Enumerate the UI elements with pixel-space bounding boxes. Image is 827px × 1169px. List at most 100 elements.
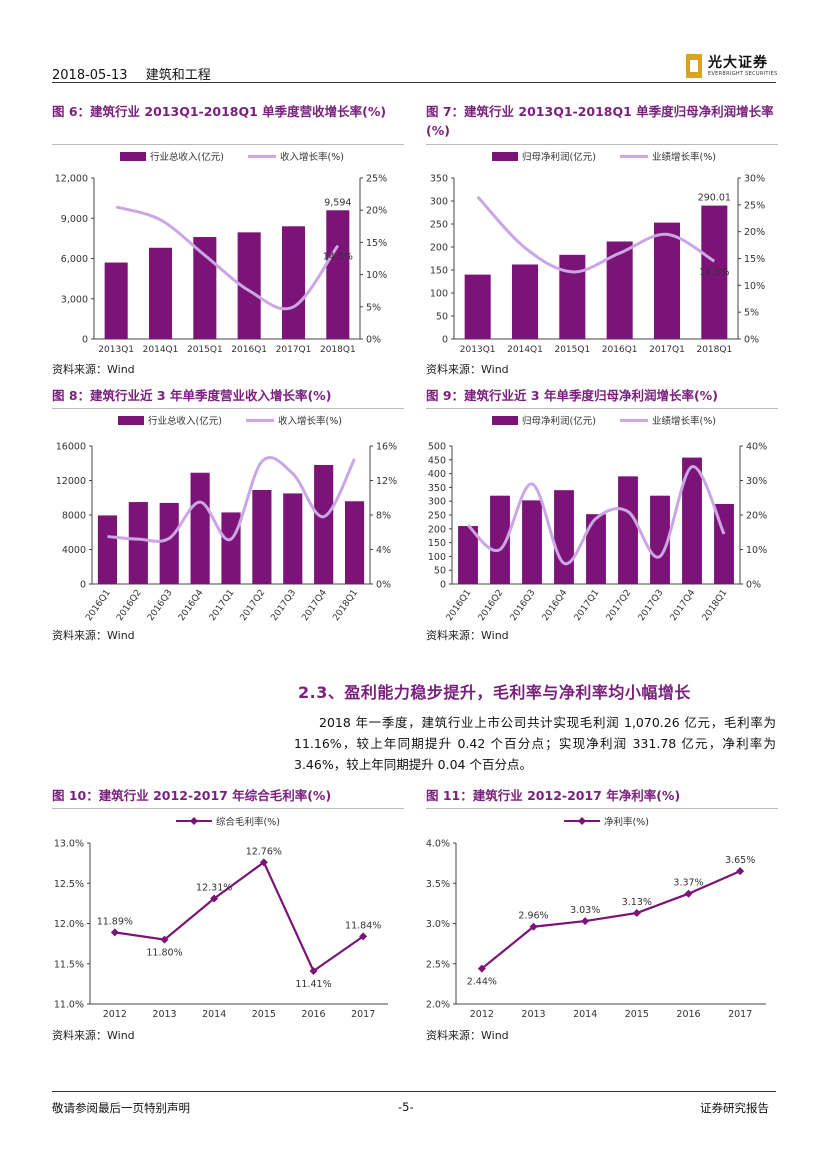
fig9-ytick-label: 300 — [428, 497, 446, 508]
fig6-y2tick-label: 15% — [366, 238, 387, 249]
fig10-ytick-label: 12.0% — [54, 919, 84, 930]
footer-disclaimer: 敬请参阅最后一页特别声明 — [52, 1101, 190, 1115]
fig6-xtick-label: 2017Q1 — [276, 345, 312, 355]
fig11-point — [684, 889, 693, 898]
fig8-xtick-label: 2017Q3 — [270, 588, 299, 623]
fig11-source: 资料来源：Wind — [426, 1029, 509, 1042]
fig9-xtick-label: 2017Q3 — [637, 588, 666, 623]
fig7-bar — [464, 274, 491, 339]
fig6-bar-value-label: 9,594 — [324, 197, 351, 208]
fig7-ytick-label: 200 — [430, 243, 448, 254]
fig11-xtick-label: 2017 — [728, 1009, 752, 1020]
fig6-bar — [237, 232, 261, 339]
fig6-xtick-label: 2013Q1 — [98, 345, 134, 355]
fig10-point — [359, 932, 368, 941]
fig7-y2tick-label: 10% — [744, 281, 765, 292]
fig6-growth-line — [115, 205, 340, 311]
fig11-data-label: 3.03% — [570, 905, 600, 916]
fig10-data-label: 11.89% — [97, 916, 133, 927]
fig9-xtick-label: 2017Q1 — [573, 588, 602, 623]
fig9-bar — [458, 526, 478, 584]
fig6-y2tick-label: 10% — [366, 270, 387, 281]
fig9-chart: 归母净利润(亿元) 业绩增长率(%) 0 50 100 150 200 250 300 350 40… — [428, 415, 767, 623]
fig8-bar — [252, 489, 272, 584]
fig9-source: 资料来源：Wind — [426, 629, 509, 642]
fig11-ytick-label: 4.0% — [426, 839, 450, 850]
fig8-chart: 行业总收入(亿元) 收入增长率(%) 0 4000 8000 12000 16000 0% 4%… — [56, 415, 397, 623]
fig11-point — [529, 922, 538, 931]
fig11-point — [632, 909, 641, 918]
fig7-bar-value-label: 290.01 — [698, 193, 731, 204]
fig6-y2tick-label: 20% — [366, 206, 387, 217]
fig8-xtick-label: 2017Q4 — [300, 588, 329, 623]
fig10-data-label: 12.76% — [246, 846, 282, 857]
fig8-ytick-label: 0 — [80, 580, 86, 591]
fig8-xtick-label: 2017Q2 — [239, 588, 268, 623]
fig10-point — [259, 858, 268, 867]
footer-report-type: 证券研究报告 — [700, 1101, 769, 1115]
fig10-ytick-label: 12.5% — [54, 879, 84, 890]
section-paragraph: 2018 年一季度，建筑行业上市公司共计实现毛利润 1,070.26 亿元，毛利… — [294, 712, 776, 775]
fig9-bar — [554, 490, 574, 584]
fig8-ytick-label: 8000 — [62, 511, 86, 522]
fig6-ytick-label: 0 — [82, 335, 88, 346]
fig7-xtick-label: 2017Q1 — [649, 345, 685, 355]
fig11-title: 图 11：建筑行业 2012-2017 年净利率(%) — [426, 788, 681, 803]
fig6-ytick-label: 12,000 — [55, 174, 88, 185]
fig11-series-line — [481, 870, 741, 970]
fig7-y2tick-label: 30% — [744, 174, 765, 185]
fig6-title: 图 6：建筑行业 2013Q1-2018Q1 单季度营收增长率(%) — [52, 104, 387, 119]
report-sector: 建筑和工程 — [145, 68, 211, 83]
fig8-xtick-label: 2016Q2 — [115, 588, 144, 623]
fig8-y2tick-label: 4% — [376, 545, 391, 556]
fig9-xtick-label: 2016Q4 — [541, 588, 570, 623]
company-logo: 光大证券 EVERBRIGHT SECURITIES — [686, 52, 780, 80]
fig8-xtick-label: 2016Q1 — [84, 588, 113, 623]
fig8-source: 资料来源：Wind — [52, 629, 135, 642]
fig10-point — [210, 894, 219, 903]
fig8-ytick-label: 4000 — [62, 545, 86, 556]
fig7-ytick-label: 250 — [430, 220, 448, 231]
fig7-ytick-label: 100 — [430, 289, 448, 300]
fig9-ytick-label: 150 — [428, 538, 446, 549]
fig9-ytick-label: 400 — [428, 469, 446, 480]
fig9-ytick-label: 0 — [440, 580, 446, 591]
fig7-ytick-label: 350 — [430, 174, 448, 185]
fig10-data-label: 11.80% — [146, 948, 182, 959]
fig7-xtick-label: 2018Q1 — [696, 345, 732, 355]
fig10-data-label: 11.84% — [345, 920, 381, 931]
logo-name-en: EVERBRIGHT SECURITIES — [708, 71, 778, 77]
fig9-bar — [650, 495, 670, 584]
fig10-ytick-label: 13.0% — [54, 839, 84, 850]
fig7-xtick-label: 2014Q1 — [507, 345, 543, 355]
fig6-xtick-label: 2014Q1 — [143, 345, 179, 355]
fig6-bar — [148, 247, 173, 339]
fig6-ytick-label: 3,000 — [61, 294, 88, 305]
fig10-xtick-label: 2014 — [202, 1009, 226, 1020]
fig7-xtick-label: 2015Q1 — [554, 345, 590, 355]
fig11-point — [477, 964, 486, 973]
fig8-xtick-label: 2018Q1 — [331, 588, 360, 623]
fig8-bar — [159, 502, 179, 584]
fig7-y2tick-label: 20% — [744, 227, 765, 238]
fig6-bar — [104, 262, 128, 339]
fig9-y2tick-label: 10% — [746, 545, 767, 556]
fig9-xtick-label: 2018Q1 — [701, 588, 730, 623]
fig6-source: 资料来源：Wind — [52, 363, 135, 376]
fig8-bar — [221, 512, 241, 584]
fig6-legend-line-label: 收入增长率(%) — [280, 151, 344, 163]
fig8-legend-bar-label: 行业总收入(亿元) — [148, 415, 222, 427]
fig10-point — [160, 935, 169, 944]
fig8-growth-line — [107, 456, 356, 543]
fig11-legend-label: 净利率(%) — [604, 816, 649, 828]
footer-page-number: -5- — [398, 1100, 414, 1114]
fig8-bar — [190, 472, 210, 584]
fig11-xtick-label: 2016 — [676, 1009, 700, 1020]
header-rule — [52, 82, 776, 83]
fig10-rule — [52, 808, 404, 809]
logo-name-cn: 光大证券 — [708, 55, 768, 71]
fig11-point — [736, 867, 745, 876]
fig7-chart: 归母净利润(亿元) 业绩增长率(%) 0 50 100 150 200 250 300 350 0%… — [430, 151, 765, 355]
fig11-data-label: 3.65% — [725, 855, 755, 866]
fig7-bar — [653, 222, 681, 339]
